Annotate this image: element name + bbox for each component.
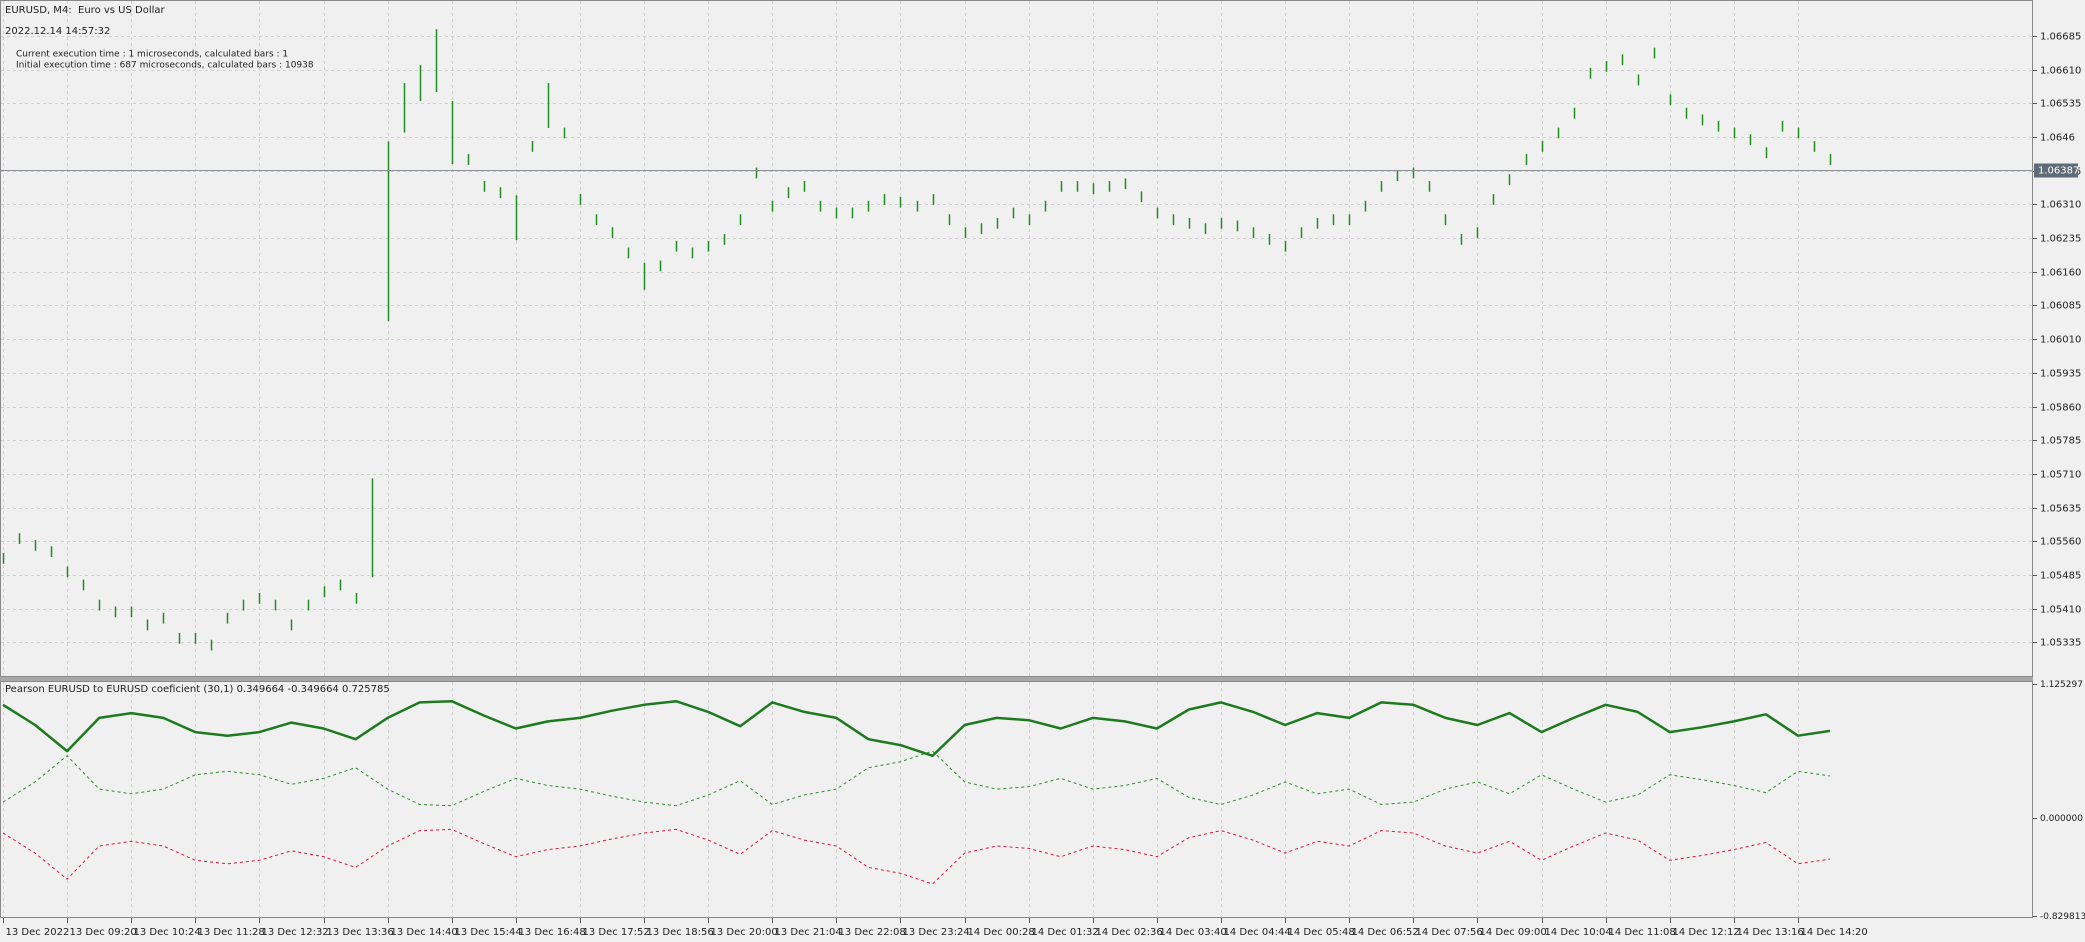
main-panel: [0, 0, 2033, 677]
x-tick-label: 13 Dec 18:56: [647, 927, 714, 938]
x-tick-label: 13 Dec 22:08: [839, 927, 906, 938]
x-tick-label: 13 Dec 09:20: [70, 927, 137, 938]
y-tick-label: 0.000000: [2040, 814, 2083, 824]
y-tick-label: 1.125297: [2040, 680, 2083, 690]
datetime: 2022.12.14 14:57:32: [5, 26, 110, 37]
x-tick-label: 14 Dec 03:40: [1160, 927, 1227, 938]
y-tick-label: 1.0646: [2040, 133, 2075, 144]
x-tick-label: 14 Dec 01:32: [1032, 927, 1099, 938]
x-tick-label: 14 Dec 06:52: [1352, 927, 1419, 938]
y-tick-label: 1.05335: [2040, 638, 2081, 649]
y-tick-label: 1.05560: [2040, 537, 2081, 548]
y-tick-label: 1.05785: [2040, 436, 2081, 447]
x-tick-label: 13 Dec 21:04: [775, 927, 842, 938]
x-tick-label: 14 Dec 11:08: [1609, 927, 1676, 938]
indicator-line: [2, 828, 1831, 885]
x-tick-label: 13 Dec 16:48: [519, 927, 586, 938]
x-tick-label: 13 Dec 23:24: [903, 927, 970, 938]
indicator-line: [2, 699, 1831, 758]
indicator-panel: [0, 681, 2033, 918]
x-tick-label: 13 Dec 14:40: [391, 927, 458, 938]
x-tick-label: 14 Dec 09:00: [1480, 927, 1547, 938]
y-tick-label: 1.05860: [2040, 403, 2081, 414]
y-tick-label: 1.06010: [2040, 335, 2081, 346]
x-tick-label: 13 Dec 11:28: [198, 927, 265, 938]
x-tick-label: 13 Dec 15:44: [455, 927, 522, 938]
x-tick-label: 13 Dec 12:32: [262, 927, 329, 938]
y-tick-label: 1.06235: [2040, 234, 2081, 245]
current-price-label: 1.06387: [2038, 166, 2079, 177]
x-tick-label: 13 Dec 13:36: [327, 927, 394, 938]
y-tick-label: 1.06685: [2040, 32, 2081, 43]
y-tick-label: 1.06310: [2040, 200, 2081, 211]
x-tick-label: 14 Dec 07:56: [1416, 927, 1483, 938]
indicator-title: Pearson EURUSD to EURUSD coeficient (30,…: [5, 684, 390, 695]
x-tick-label: 13 Dec 2022: [6, 927, 70, 938]
y-tick-label: 1.06085: [2040, 301, 2081, 312]
info-line: Initial execution time : 687 microsecond…: [16, 61, 314, 71]
x-tick-label: 14 Dec 05:48: [1288, 927, 1355, 938]
x-tick-label: 14 Dec 13:16: [1737, 927, 1804, 938]
y-tick-label: 1.06610: [2040, 66, 2081, 77]
x-tick-label: 14 Dec 02:36: [1096, 927, 1163, 938]
info-line: Current execution time : 1 microseconds,…: [16, 50, 288, 60]
x-tick-label: 13 Dec 20:00: [711, 927, 778, 938]
symbol-title: EURUSD, M4: Euro vs US Dollar: [5, 5, 166, 16]
x-tick-label: 14 Dec 00:28: [968, 927, 1035, 938]
y-tick-label: 1.06535: [2040, 99, 2081, 110]
panel-separator: [0, 677, 2033, 681]
y-tick-label: 1.05410: [2040, 605, 2081, 616]
y-tick-label: 1.05935: [2040, 369, 2081, 380]
y-tick-label: 1.06160: [2040, 268, 2081, 279]
y-tick-label: -0.829813: [2040, 912, 2085, 922]
x-tick-label: 14 Dec 04:44: [1224, 927, 1291, 938]
x-tick-label: 13 Dec 10:24: [134, 927, 201, 938]
y-tick-label: 1.05635: [2040, 504, 2081, 515]
current-price-box: [2034, 163, 2078, 178]
x-tick-label: 14 Dec 14:20: [1801, 927, 1868, 938]
x-tick-label: 13 Dec 17:52: [583, 927, 650, 938]
x-tick-label: 14 Dec 12:12: [1673, 927, 1740, 938]
x-tick-label: 14 Dec 10:04: [1545, 927, 1612, 938]
y-tick-label: 1.05710: [2040, 470, 2081, 481]
y-tick-label: 1.05485: [2040, 571, 2081, 582]
indicator-line: [2, 750, 1831, 807]
